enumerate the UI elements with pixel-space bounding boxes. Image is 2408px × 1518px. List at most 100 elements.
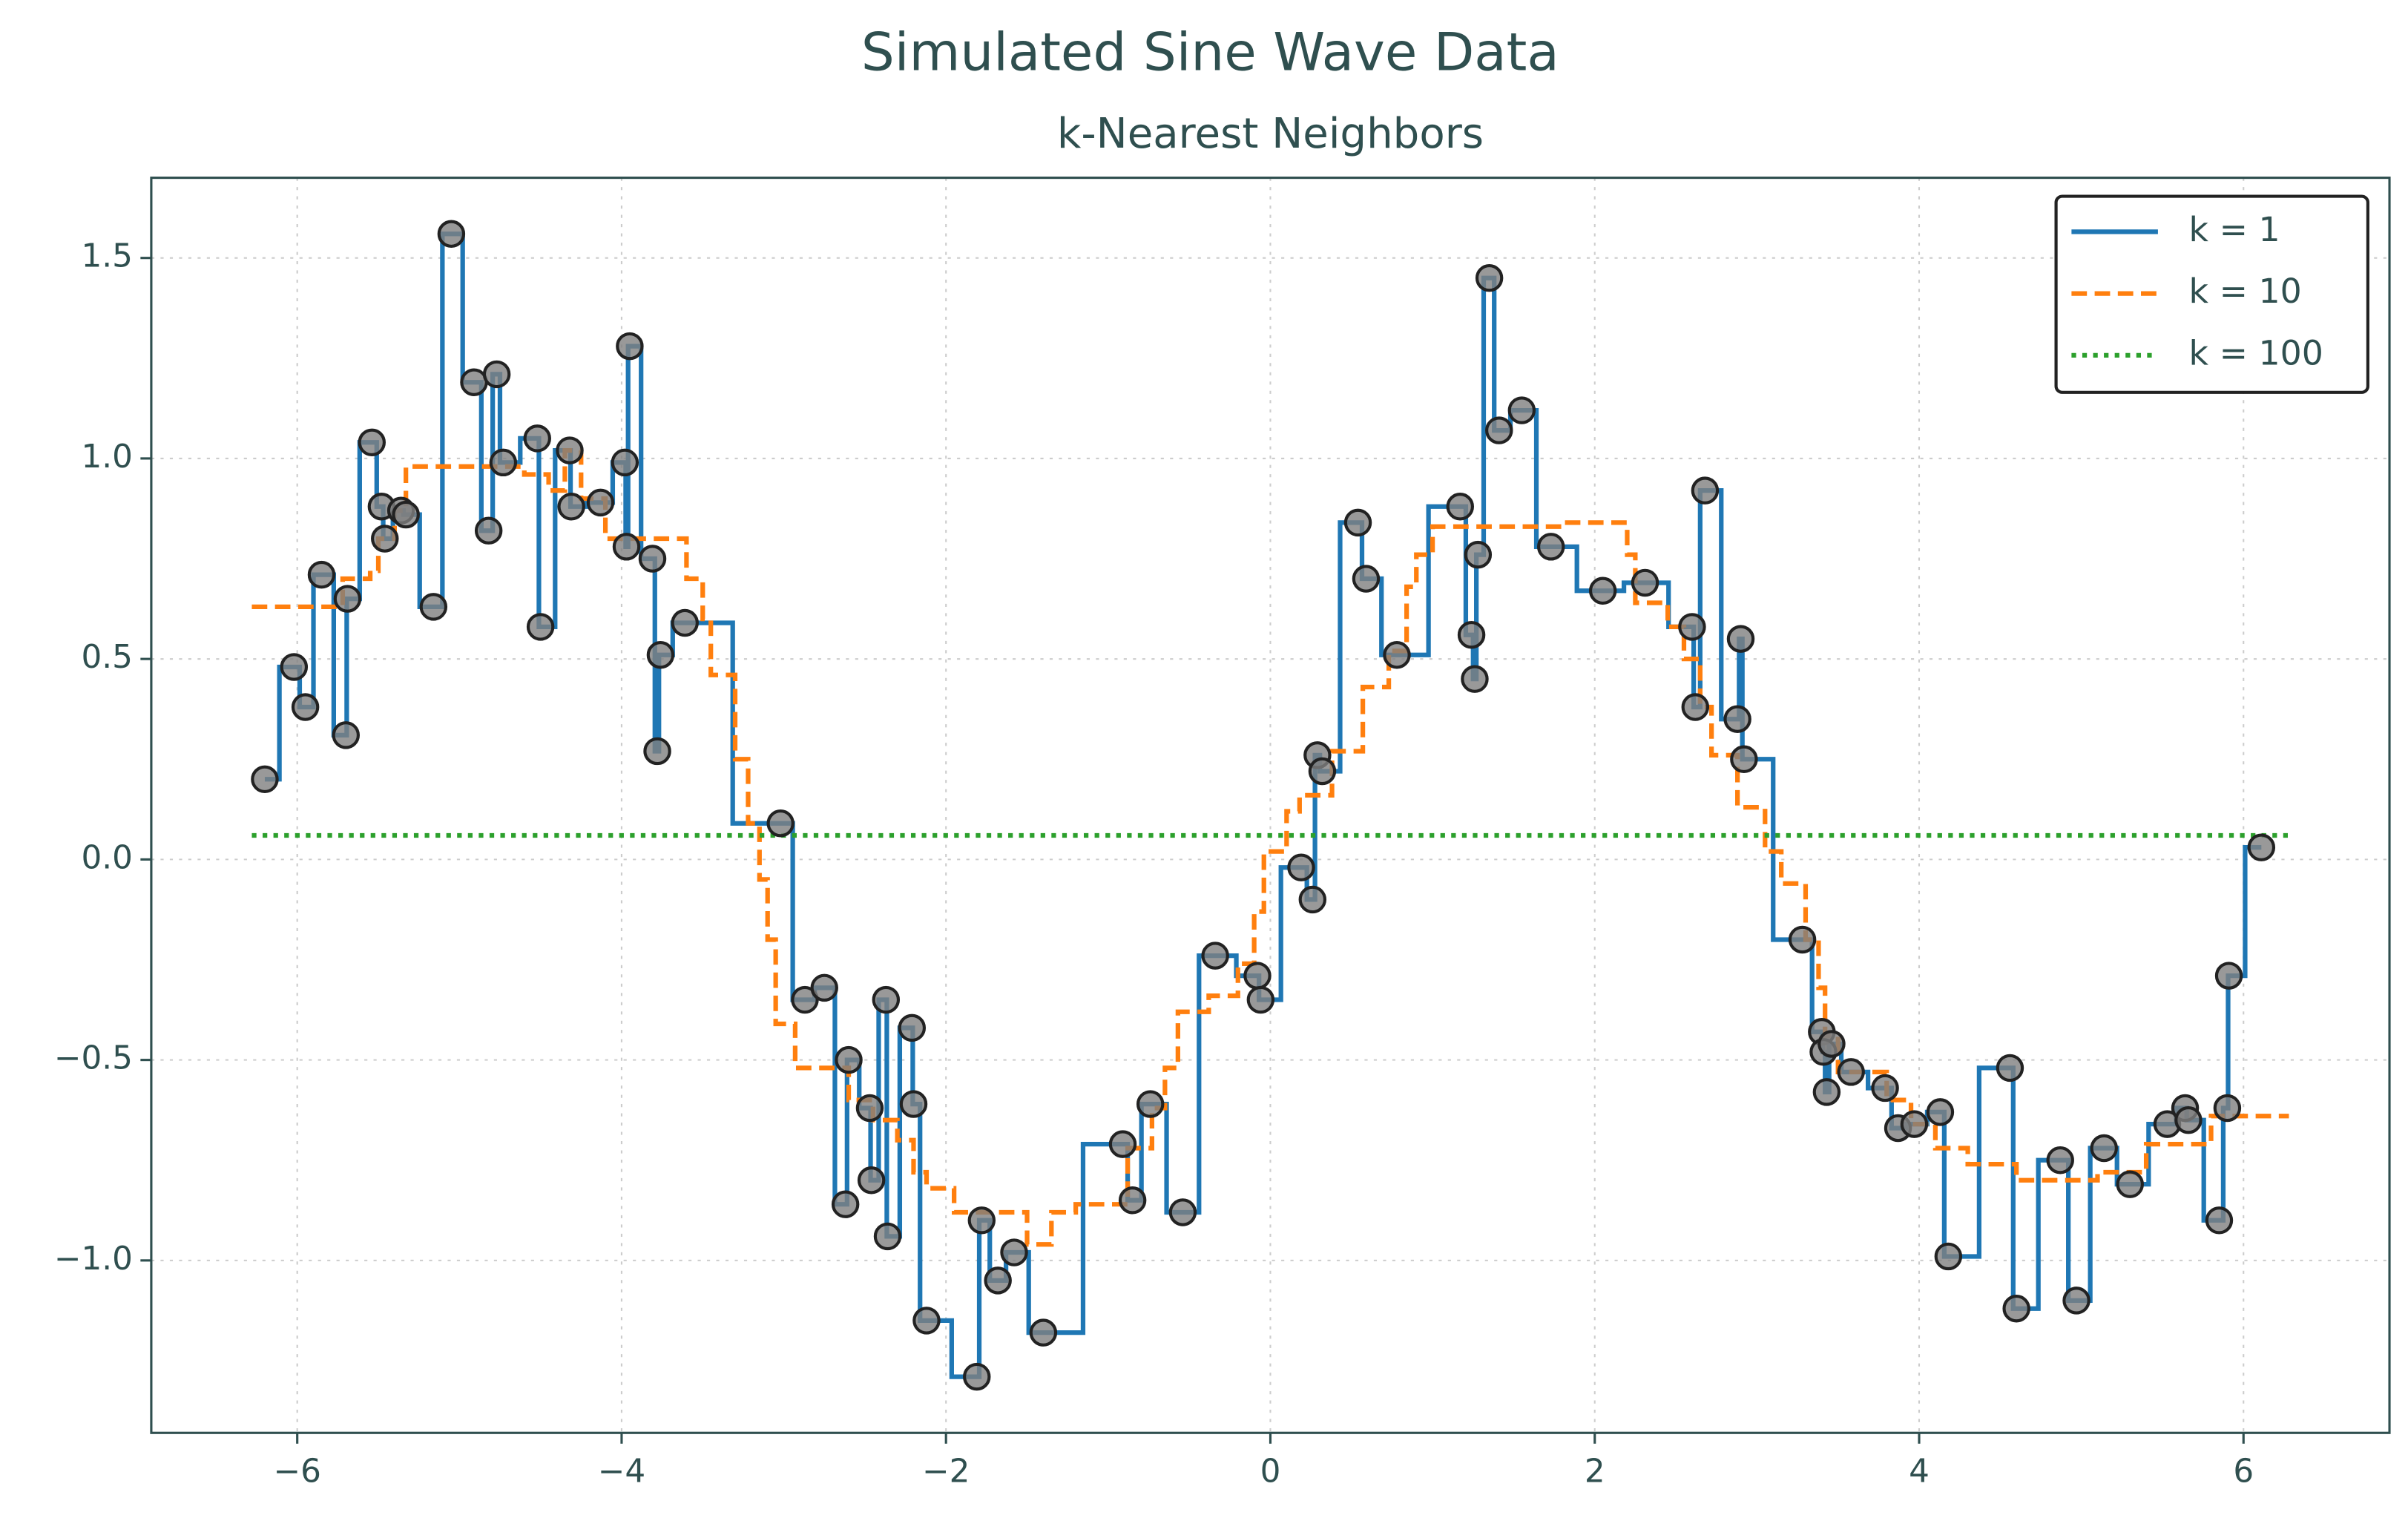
data-point xyxy=(392,500,420,529)
data-point xyxy=(2213,1094,2242,1123)
data-point xyxy=(523,424,551,453)
x-tick-label: 2 xyxy=(1585,1452,1605,1490)
data-point xyxy=(1461,665,1489,693)
data-point xyxy=(482,360,511,389)
data-point xyxy=(358,428,386,457)
x-tick-label: −2 xyxy=(922,1452,970,1490)
data-point xyxy=(1934,1242,1963,1271)
data-point xyxy=(963,1362,991,1391)
data-point xyxy=(2002,1294,2030,1323)
data-point xyxy=(967,1206,996,1235)
data-point xyxy=(873,1222,902,1251)
data-point xyxy=(1485,416,1513,444)
x-tick-label: −4 xyxy=(598,1452,645,1490)
y-tick-label: 1.5 xyxy=(81,237,132,275)
data-point xyxy=(1723,705,1751,733)
data-point xyxy=(898,1013,927,1042)
data-point xyxy=(1475,263,1504,292)
x-tick-label: 0 xyxy=(1260,1452,1281,1490)
y-tick-label: 1.0 xyxy=(81,438,132,476)
y-tick-label: −0.5 xyxy=(54,1039,133,1077)
data-point xyxy=(1446,493,1474,521)
data-point xyxy=(2247,833,2276,861)
data-point xyxy=(1168,1198,1197,1226)
data-point xyxy=(1837,1058,1865,1086)
data-point xyxy=(333,585,362,613)
data-point xyxy=(1343,508,1372,537)
data-point xyxy=(1298,885,1327,914)
data-point xyxy=(1201,942,1229,970)
data-point xyxy=(1507,396,1536,424)
line-series xyxy=(251,447,2289,1247)
data-point xyxy=(291,693,320,721)
line-series xyxy=(264,231,2262,1379)
data-point xyxy=(2090,1134,2118,1163)
data-point xyxy=(2205,1206,2234,1235)
legend-label: k = 100 xyxy=(2189,333,2323,372)
data-point xyxy=(1246,985,1275,1014)
data-point xyxy=(1464,540,1493,569)
data-point xyxy=(526,613,555,641)
plot-frame xyxy=(150,177,2391,1434)
data-point xyxy=(810,973,838,1002)
data-point xyxy=(1243,962,1272,990)
data-point xyxy=(1029,1318,1058,1347)
data-point xyxy=(307,560,336,589)
data-point xyxy=(1996,1054,2024,1082)
data-point xyxy=(556,436,584,464)
data-point xyxy=(646,641,675,669)
data-point xyxy=(2214,962,2243,990)
data-point xyxy=(1691,476,1720,505)
legend-label: k = 10 xyxy=(2189,272,2302,311)
data-point xyxy=(1681,693,1710,721)
data-point xyxy=(791,985,819,1014)
data-point xyxy=(1287,853,1315,881)
data-point xyxy=(251,765,279,794)
data-point xyxy=(1118,1186,1147,1215)
data-point xyxy=(612,533,641,561)
data-point xyxy=(2116,1170,2144,1198)
data-point xyxy=(831,1190,860,1218)
data-point xyxy=(643,737,671,766)
x-tick-label: 6 xyxy=(2233,1452,2254,1490)
data-point xyxy=(557,493,585,521)
data-point xyxy=(371,525,399,553)
data-point xyxy=(611,448,639,477)
data-point xyxy=(1817,1030,1846,1058)
data-point xyxy=(616,332,644,361)
data-point xyxy=(1588,576,1617,605)
data-point xyxy=(332,721,361,749)
data-point xyxy=(1383,641,1411,669)
chart-subtitle: k-Nearest Neighbors xyxy=(1057,110,1484,158)
data-point xyxy=(766,809,795,838)
data-point xyxy=(872,985,901,1014)
data-point xyxy=(1000,1238,1028,1266)
data-point xyxy=(1730,745,1758,773)
data-point xyxy=(835,1045,863,1074)
data-point xyxy=(855,1094,884,1123)
data-point xyxy=(1631,568,1659,597)
data-point xyxy=(1352,565,1381,593)
data-point xyxy=(857,1166,886,1195)
legend-box xyxy=(2054,194,2369,394)
chart-title: Simulated Sine Wave Data xyxy=(861,22,1559,83)
data-point xyxy=(437,220,466,248)
data-point xyxy=(419,593,448,621)
data-point xyxy=(474,516,503,545)
data-point xyxy=(586,488,615,517)
data-point xyxy=(1108,1130,1137,1158)
data-point xyxy=(1678,613,1706,641)
y-tick-label: −1.0 xyxy=(54,1240,133,1278)
data-point xyxy=(1812,1078,1841,1106)
data-point xyxy=(1900,1110,1929,1138)
data-point xyxy=(1926,1098,1955,1126)
data-point xyxy=(671,608,699,637)
x-tick-label: −6 xyxy=(273,1452,320,1490)
data-point xyxy=(1788,925,1817,954)
y-tick-label: 0.0 xyxy=(81,838,132,876)
data-point xyxy=(2174,1105,2203,1134)
data-point xyxy=(2046,1146,2074,1174)
data-point xyxy=(1457,620,1486,649)
